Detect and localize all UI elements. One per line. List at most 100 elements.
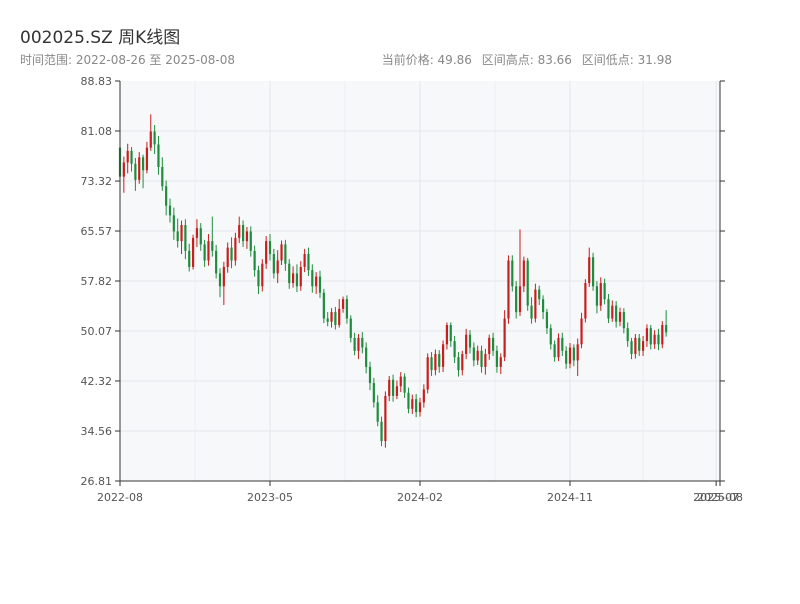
candle xyxy=(161,157,164,191)
candle-body xyxy=(595,286,599,306)
y-tick-label: 65.57 xyxy=(81,225,113,238)
candle xyxy=(472,342,475,367)
x-tick-label: 2025-08 xyxy=(697,491,743,504)
candle xyxy=(630,337,633,360)
candle-body xyxy=(661,324,664,345)
candle xyxy=(438,350,441,373)
candle xyxy=(526,257,529,311)
candle-body xyxy=(611,305,614,319)
candle-body xyxy=(322,292,325,319)
candle-body xyxy=(495,350,499,367)
candle xyxy=(495,345,499,373)
candle xyxy=(268,234,272,261)
candle xyxy=(168,198,172,223)
candle-body xyxy=(249,231,252,251)
candle xyxy=(249,226,252,257)
candle-body xyxy=(180,225,183,242)
candle xyxy=(661,321,664,349)
candle xyxy=(141,154,145,189)
candle xyxy=(291,266,295,288)
candle xyxy=(315,272,318,295)
candle-body xyxy=(468,334,472,348)
candle xyxy=(407,387,410,414)
candle-body xyxy=(184,225,187,251)
candle-body xyxy=(288,263,291,284)
y-tick-label: 26.81 xyxy=(81,475,113,488)
candle-body xyxy=(553,344,556,358)
candle xyxy=(649,324,652,350)
candle-body xyxy=(311,270,314,287)
candle xyxy=(226,242,229,273)
candle xyxy=(511,255,514,292)
candle-body xyxy=(199,228,202,245)
candle-body xyxy=(515,286,518,313)
y-tick-label: 73.32 xyxy=(81,175,113,188)
candle xyxy=(453,335,456,364)
candle xyxy=(580,312,583,349)
candle xyxy=(330,308,333,328)
candle-body xyxy=(338,308,341,325)
candle-body xyxy=(218,273,222,287)
candle-body xyxy=(361,337,364,348)
candle xyxy=(418,397,422,417)
candle xyxy=(241,220,245,247)
candle xyxy=(653,330,656,349)
candle-body xyxy=(426,357,429,390)
candle xyxy=(157,136,160,175)
candle-body xyxy=(399,376,402,387)
candle xyxy=(338,299,341,328)
candle-body xyxy=(591,257,595,287)
candle xyxy=(184,219,187,260)
candle xyxy=(207,234,210,266)
candle xyxy=(588,247,591,287)
candle-body xyxy=(299,266,302,287)
candle xyxy=(326,312,329,327)
candle-body xyxy=(403,376,406,393)
candle xyxy=(607,294,610,324)
candle xyxy=(611,300,614,322)
candle-body xyxy=(649,328,652,345)
candle-body xyxy=(599,283,602,306)
candle xyxy=(488,334,491,360)
candle-body xyxy=(161,166,164,187)
candle-body xyxy=(518,286,522,313)
candle-body xyxy=(526,260,529,306)
candle-body xyxy=(138,157,141,180)
candle xyxy=(334,306,337,330)
candle xyxy=(461,350,464,376)
candle xyxy=(395,380,399,400)
candle-body xyxy=(176,231,179,242)
candle xyxy=(422,384,425,408)
candle xyxy=(238,216,241,244)
candle-body xyxy=(572,347,575,361)
candle-body xyxy=(430,357,433,371)
candle-body xyxy=(618,312,622,322)
candle xyxy=(584,279,587,323)
candle xyxy=(307,247,310,276)
candle-body xyxy=(380,421,383,442)
candle xyxy=(518,229,522,316)
candle xyxy=(476,345,479,365)
candle-body xyxy=(265,241,268,264)
candle-body xyxy=(576,344,579,361)
candle xyxy=(353,332,356,356)
candle xyxy=(265,235,268,269)
candle-body xyxy=(126,150,129,163)
candle xyxy=(203,239,206,267)
candle xyxy=(515,281,518,319)
candle-body xyxy=(603,283,606,300)
candle-body xyxy=(472,347,475,361)
candle-body xyxy=(391,379,395,396)
candle xyxy=(303,248,306,273)
candle xyxy=(595,281,599,314)
candle xyxy=(365,342,368,374)
candle xyxy=(468,330,472,354)
candle-body xyxy=(449,324,452,342)
candle xyxy=(491,332,495,356)
candle xyxy=(591,252,595,291)
grid-lines xyxy=(120,81,720,481)
candle-body xyxy=(507,260,510,319)
candle xyxy=(534,283,537,323)
candle-body xyxy=(630,341,633,355)
candles xyxy=(118,114,668,448)
